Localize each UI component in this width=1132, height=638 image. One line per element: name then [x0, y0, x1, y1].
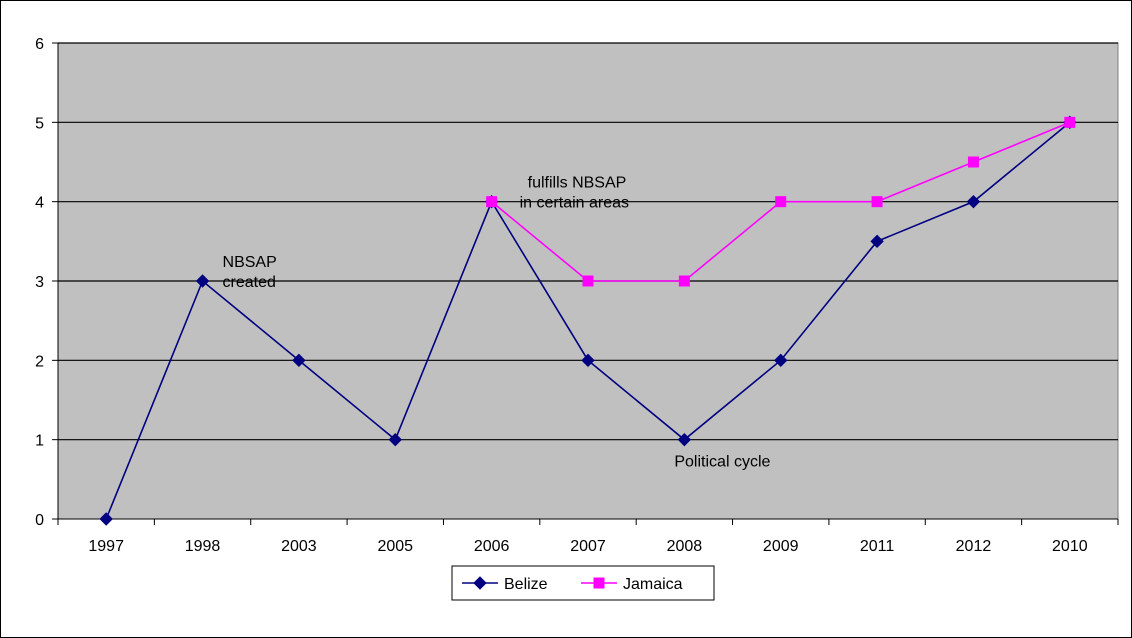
data-point-belize	[195, 274, 210, 288]
data-point-belize	[677, 432, 692, 447]
series-belize	[99, 115, 1077, 526]
data-point-jamaica	[775, 196, 787, 208]
x-tick-label: 2003	[281, 538, 317, 555]
legend-marker-jamaica	[593, 577, 605, 589]
x-tick-label: 2006	[474, 538, 510, 555]
y-tick-label: 1	[35, 433, 44, 450]
x-tick-label: 1997	[88, 538, 124, 555]
legend-label-belize: Belize	[504, 576, 548, 593]
y-tick-label: 6	[35, 36, 44, 53]
y-axis: 0 1 2 3 4 5 6	[35, 36, 58, 529]
x-tick-label: 2005	[377, 538, 413, 555]
data-point-jamaica	[1064, 116, 1076, 128]
legend: Belize Jamaica	[451, 565, 715, 601]
annotation-line: created	[223, 274, 276, 291]
y-tick-label: 0	[35, 512, 44, 529]
data-point-belize	[292, 353, 306, 368]
y-tick-label: 2	[35, 353, 44, 370]
annotation-line: in certain areas	[520, 195, 629, 212]
y-tick-label: 4	[35, 195, 44, 212]
data-point-jamaica	[678, 275, 690, 287]
data-point-jamaica	[871, 196, 883, 208]
legend-marker-belize	[473, 576, 487, 590]
legend-label-jamaica: Jamaica	[623, 576, 683, 593]
x-tick-label: 2007	[570, 538, 606, 555]
x-tick-label: 2011	[860, 538, 895, 555]
data-point-jamaica	[486, 196, 498, 208]
annotation: fulfills NBSAP in certain areas	[520, 175, 629, 212]
data-point-belize	[388, 432, 402, 447]
data-point-belize	[966, 194, 981, 209]
annotation-line: NBSAP	[223, 254, 277, 271]
annotation-line: Political cycle	[674, 454, 770, 471]
annotation: Political cycle	[674, 454, 770, 471]
annotation-line: fulfills NBSAP	[528, 175, 627, 192]
x-tick-label: 2012	[956, 538, 992, 555]
annotations: NBSAP created fulfills NBSAP in certain are…	[223, 175, 771, 471]
x-tick-label: 2008	[667, 538, 703, 555]
data-point-belize	[870, 234, 884, 249]
data-point-belize	[774, 353, 788, 368]
data-point-belize	[99, 512, 113, 526]
data-point-belize	[581, 353, 595, 368]
y-tick-label: 3	[35, 274, 44, 291]
annotation: NBSAP created	[223, 254, 277, 291]
x-tick-label: 2010	[1052, 538, 1088, 555]
x-axis: 1997 1998 2003 2005 2006 2007 2008 2009 2011 2012…	[57, 519, 1119, 555]
data-point-jamaica	[967, 156, 979, 168]
x-tick-label: 2009	[763, 538, 799, 555]
y-tick-label: 5	[35, 115, 44, 132]
x-tick-label: 1998	[185, 538, 221, 555]
data-point-jamaica	[582, 275, 594, 287]
series-jamaica	[486, 116, 1076, 287]
